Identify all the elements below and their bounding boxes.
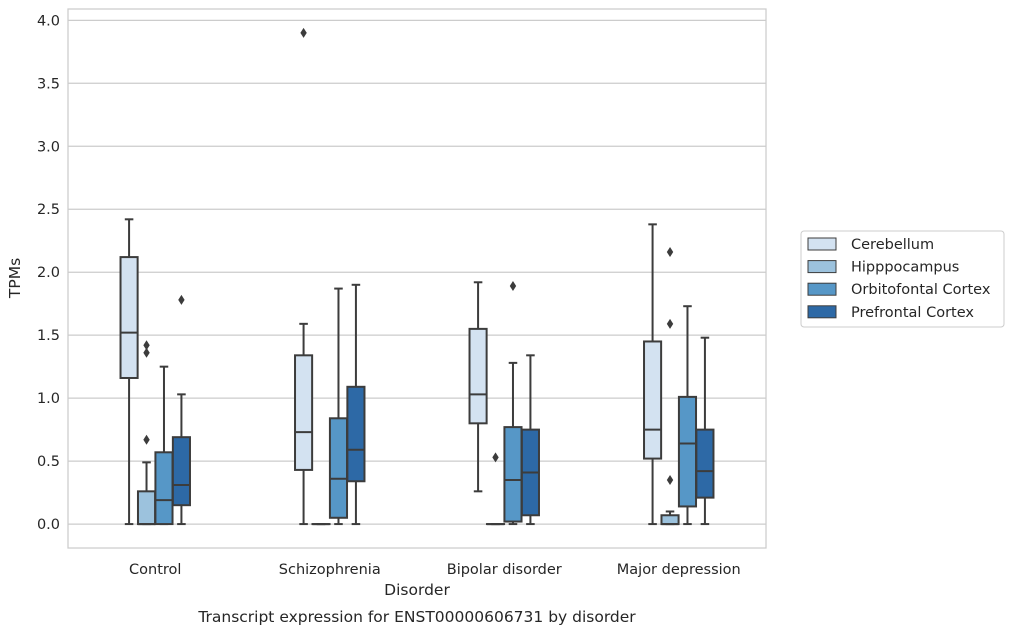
box-iqr [154, 451, 174, 526]
outlier-point [492, 452, 499, 463]
box-iqr [136, 490, 157, 526]
legend-label: Prefrontal Cortex [851, 305, 974, 321]
legend-swatch [807, 237, 837, 251]
y-tick-label: 3.5 [37, 76, 60, 92]
x-tick-label: Control [129, 562, 181, 578]
legend-label: Hipppocampus [851, 260, 959, 276]
box-iqr [660, 514, 680, 526]
box-cerebellumcat-2 [468, 281, 488, 493]
box-hipppocampuscat-3 [660, 247, 680, 526]
y-tick-label: 0.0 [37, 517, 60, 533]
x-tick-label: Major depression [617, 562, 741, 578]
box-iqr [468, 327, 488, 425]
y-tick-label: 1.0 [37, 391, 60, 407]
outlier-point [143, 340, 150, 351]
box-orbitofontal-cortexcat-3 [677, 305, 698, 526]
outlier-point [666, 474, 674, 485]
box-iqr [294, 354, 314, 471]
legend-label: Cerebellum [851, 237, 934, 253]
outlier-point [666, 318, 674, 329]
legend-swatch [807, 260, 837, 274]
outlier-point [666, 247, 674, 258]
legend: Cerebellum Hipppocampus Orbitofontal Corte… [800, 230, 1005, 328]
box-prefrontal-cortexcat-3 [695, 336, 715, 526]
box-orbitofontal-cortexcat-1 [328, 287, 349, 526]
y-tick-label: 1.5 [37, 328, 60, 344]
legend-swatch [807, 305, 837, 319]
box-hipppocampuscat-0 [136, 340, 157, 526]
box-prefrontal-cortexcat-1 [346, 283, 366, 526]
y-tick-label: 2.5 [37, 202, 60, 218]
plot-area-frame [67, 8, 767, 549]
box-iqr [695, 428, 715, 499]
box-iqr [171, 436, 191, 507]
box-iqr [677, 395, 698, 508]
box-iqr [346, 385, 366, 483]
box-cerebellumcat-0 [119, 218, 139, 526]
y-tick-label: 3.0 [37, 139, 60, 155]
outlier-point [178, 294, 185, 305]
legend-items: Cerebellum Hipppocampus Orbitofontal Corte… [807, 237, 991, 321]
x-tick-label: Bipolar disorder [447, 562, 562, 578]
box-iqr [643, 340, 663, 460]
legend-swatch [807, 282, 837, 296]
x-tick-label: Schizophrenia [279, 562, 381, 578]
x-axis-label: Disorder [384, 581, 450, 599]
y-tick-labels: 0.0 0.5 1.0 1.5 2.0 2.5 3.0 3.5 4.0 [37, 13, 60, 533]
box-hipppocampuscat-2 [485, 452, 506, 526]
box-orbitofontal-cortexcat-0 [154, 365, 174, 526]
outlier-point [143, 347, 150, 358]
figure-caption: Transcript expression for ENST0000060673… [197, 608, 636, 626]
legend-label: Orbitofontal Cortex [851, 282, 991, 298]
box-cerebellumcat-1 [294, 27, 314, 526]
outlier-point [143, 434, 150, 445]
outlier-point [509, 281, 517, 292]
box-orbitofontal-cortexcat-2 [503, 281, 523, 526]
x-tick-labels: Control Schizophrenia Bipolar disorder Majo… [129, 562, 741, 578]
outlier-point [300, 27, 307, 38]
y-tick-label: 4.0 [37, 13, 60, 29]
y-tick-label: 0.5 [37, 454, 60, 470]
box-iqr [119, 256, 139, 379]
box-iqr [503, 426, 523, 523]
box-cerebellumcat-3 [643, 223, 663, 526]
legend-frame [800, 230, 1005, 328]
y-tick-label: 2.0 [37, 265, 60, 281]
y-axis-label: TPMs [6, 258, 24, 299]
box-prefrontal-cortexcat-0 [171, 294, 191, 526]
box-prefrontal-cortexcat-2 [520, 354, 540, 526]
boxes [119, 27, 715, 526]
box-iqr [328, 417, 349, 519]
